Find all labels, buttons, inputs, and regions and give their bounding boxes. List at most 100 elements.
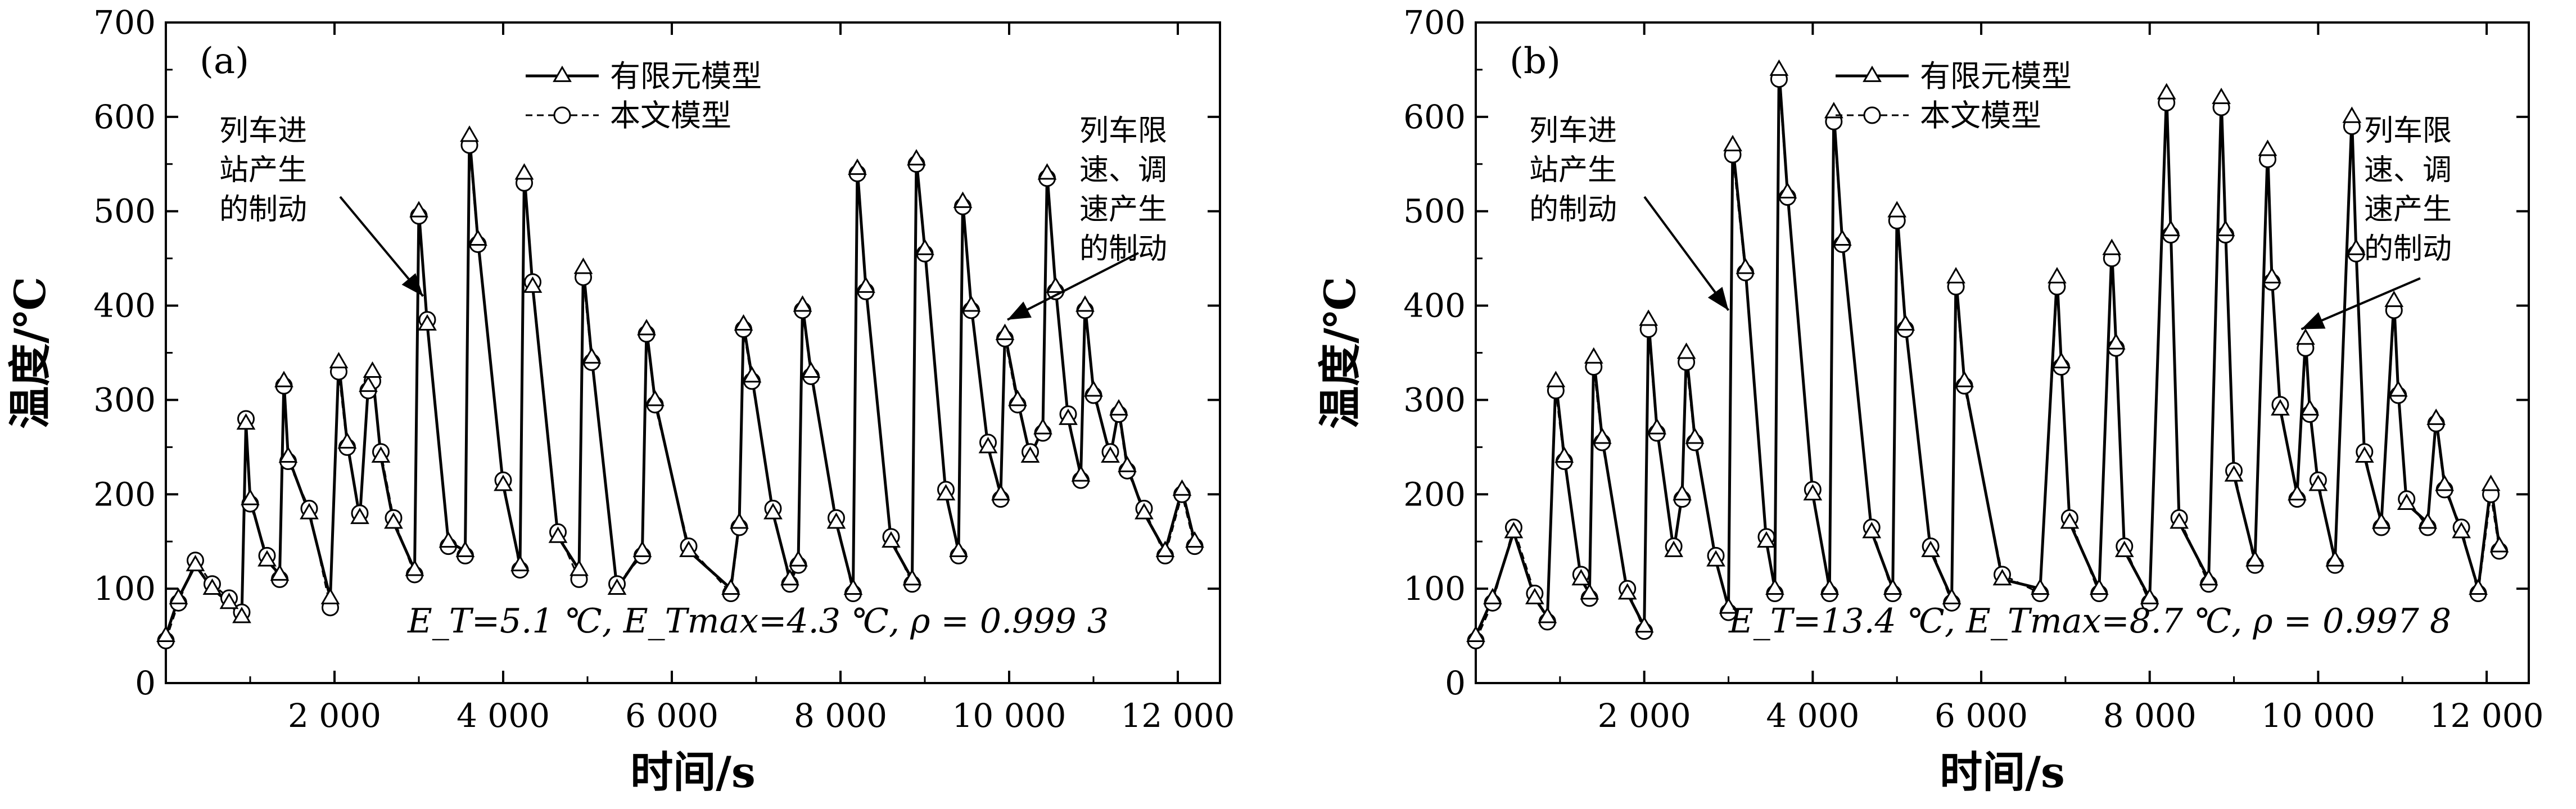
fem-point <box>523 276 543 293</box>
legend-label-model: 本文模型 <box>610 98 731 133</box>
annotation-right-line: 速产生 <box>1079 193 1167 227</box>
annotation-right-line: 列车限 <box>1079 114 1167 148</box>
annotation-right-arrow-head <box>2301 312 2326 329</box>
fem-point <box>2346 238 2366 255</box>
fem-point <box>241 489 260 505</box>
fem-point <box>2106 333 2126 350</box>
chart-panel-a: 0 100 200 300 400 500 600 700 2 000 4 000 6 000 8 0… <box>5 3 1235 797</box>
fem-point <box>645 390 665 406</box>
fem-point <box>801 361 821 378</box>
y-tick-label: 0 <box>135 664 156 702</box>
y-tick-label: 700 <box>93 3 156 42</box>
fem-point <box>2089 578 2109 595</box>
fem-point <box>371 446 391 463</box>
x-tick-label: 10 000 <box>2261 697 2375 735</box>
fem-point <box>1037 163 1057 180</box>
y-tick-label: 600 <box>93 98 156 136</box>
fem-point <box>1769 59 1789 76</box>
fem-point <box>793 295 812 312</box>
fem-point <box>907 149 926 166</box>
fem-point <box>156 625 175 642</box>
fem-point <box>1466 625 1485 642</box>
fem-point <box>1118 455 1137 472</box>
fem-point <box>1685 427 1705 444</box>
annotation-right-arrow-head <box>1007 301 1032 320</box>
fem-point <box>2342 106 2362 123</box>
fem-point <box>882 531 901 548</box>
fem-point <box>236 413 256 430</box>
fem-point <box>1862 522 1882 539</box>
annotation-left-line: 站产生 <box>219 153 307 187</box>
fem-point <box>2161 219 2181 237</box>
stats-text: E_T=5.1 ℃, E_Tmax=4.3 ℃, ρ = 0.999 3 <box>407 602 1109 641</box>
fem-point <box>1778 182 1797 199</box>
fem-point <box>1135 503 1154 519</box>
fem-point <box>679 540 698 557</box>
y-tick-label: 400 <box>93 287 156 325</box>
fem-point <box>2308 474 2328 491</box>
fem-point <box>2212 87 2231 105</box>
fem-point <box>734 314 753 331</box>
fem-point <box>1525 587 1544 604</box>
y-tick-label: 300 <box>1403 381 1466 419</box>
fem-point <box>902 569 922 586</box>
fem-point <box>1075 295 1095 312</box>
fem-point <box>1634 616 1654 633</box>
fem-point <box>1584 347 1603 364</box>
fem-point <box>1008 390 1027 406</box>
fem-point <box>2216 219 2235 237</box>
annotation-left-line: 站产生 <box>1529 153 1617 187</box>
fem-point <box>232 607 251 623</box>
fem-point <box>1101 446 1120 463</box>
fem-point <box>915 238 934 255</box>
fem-point <box>961 295 981 312</box>
fem-point <box>1803 483 1823 501</box>
fem-point <box>359 375 378 392</box>
fem-point <box>1033 418 1052 435</box>
fem-point <box>1084 380 1103 397</box>
fem-point <box>1071 465 1091 482</box>
fem-point <box>936 483 956 501</box>
fem-point <box>2157 83 2176 100</box>
fem-point <box>1580 583 1599 600</box>
fem-point <box>186 554 205 572</box>
fem-point <box>1059 408 1078 425</box>
fem-point <box>384 512 403 529</box>
y-tick-label: 200 <box>1403 475 1466 513</box>
fem-point <box>763 503 783 519</box>
fem-point <box>637 319 656 336</box>
fem-point <box>1706 550 1725 567</box>
fem-point <box>1719 597 1738 614</box>
fem-point <box>468 229 487 246</box>
fem-point <box>514 163 534 180</box>
fem-point <box>1172 479 1192 496</box>
fem-point <box>363 361 382 378</box>
legend-marker-fem <box>1863 65 1882 82</box>
annotation-left-line: 的制动 <box>1529 193 1617 227</box>
fem-point <box>329 351 349 369</box>
fem-point <box>2489 536 2509 553</box>
fem-point <box>2435 474 2455 491</box>
fem-point <box>1571 569 1591 586</box>
fem-point <box>2300 399 2320 416</box>
x-tick-label: 8 000 <box>2103 697 2197 735</box>
fem-point <box>460 125 479 142</box>
fem-point <box>169 587 188 604</box>
x-tick-label: 8 000 <box>794 697 887 735</box>
fem-point <box>1554 446 1574 463</box>
fem-point <box>2051 351 2071 369</box>
fem-point <box>2224 465 2244 482</box>
y-tick-label: 100 <box>93 570 156 608</box>
legend-label-fem: 有限元模型 <box>1920 58 2072 94</box>
fem-point <box>257 550 277 567</box>
fem-point <box>2031 578 2050 595</box>
y-tick-label: 200 <box>93 475 156 513</box>
annotation-left-arrow-shaft <box>1643 196 1730 311</box>
fem-point <box>721 578 740 595</box>
x-tick-label: 12 000 <box>1121 697 1235 735</box>
fem-point <box>1942 587 1962 604</box>
fem-point <box>789 550 808 567</box>
fem-point <box>350 507 369 525</box>
fem-point <box>826 512 846 529</box>
fem-point <box>2271 399 2290 416</box>
